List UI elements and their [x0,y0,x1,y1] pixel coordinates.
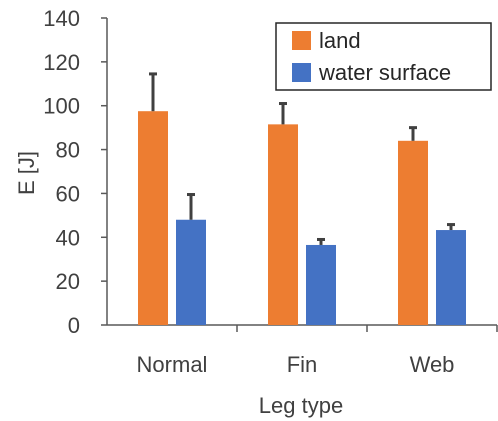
legend-label-land: land [319,28,361,53]
bars [138,111,466,325]
y-tick-label: 0 [68,313,80,338]
bar-land-fin [268,124,298,325]
legend: land water surface [275,22,492,91]
y-tick-label: 80 [56,138,80,163]
y-tick-label: 60 [56,181,80,206]
x-axis-title: Leg type [259,393,343,418]
x-tick-label: Web [410,352,455,377]
legend-swatch-land [292,31,311,50]
legend-label-water-surface: water surface [318,60,451,85]
bar-land-normal [138,111,168,325]
y-tick-label: 20 [56,269,80,294]
legend-swatch-water-surface [292,63,311,82]
bar-land-web [398,140,428,325]
x-tick-labels: Normal Fin Web [137,352,455,377]
y-tick-labels: 0 20 40 60 80 100 120 140 [43,6,80,338]
axes [101,17,498,332]
legend-box [275,22,492,91]
bar-water-surface-fin [306,244,336,325]
y-tick-label: 120 [43,50,80,75]
bar-water-surface-web [436,230,466,325]
error-bars [149,72,455,245]
y-tick-label: 40 [56,225,80,250]
y-axis-title: E [J] [14,151,39,195]
y-tick-label: 100 [43,94,80,119]
x-tick-label: Fin [287,352,318,377]
x-tick-label: Normal [137,352,208,377]
bar-water-surface-normal [176,219,206,325]
y-tick-label: 140 [43,6,80,31]
